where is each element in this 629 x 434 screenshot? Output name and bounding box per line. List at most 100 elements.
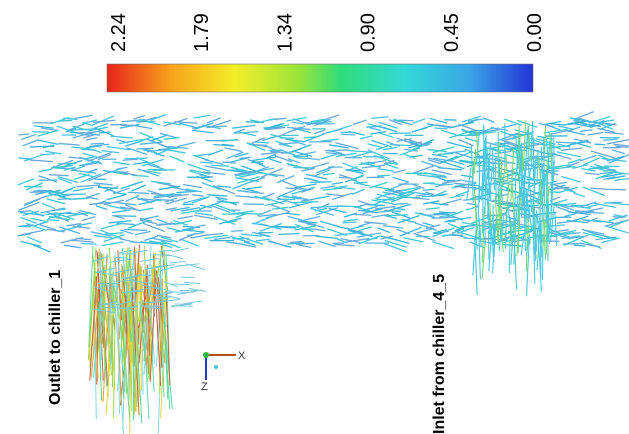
vector-arrow	[342, 162, 366, 173]
vector-arrow	[583, 157, 600, 166]
vector-arrow	[588, 123, 601, 128]
vector-arrow	[483, 117, 495, 123]
vector-arrow	[121, 248, 132, 343]
vector-arrow	[165, 291, 171, 386]
vector-arrow	[412, 144, 426, 151]
colorbar-label: 0.90	[358, 13, 380, 52]
vector-arrow	[540, 190, 544, 244]
vector-arrow	[422, 200, 440, 205]
vector-arrow	[599, 171, 615, 175]
vector-arrow	[77, 211, 89, 217]
vector-arrow	[294, 183, 317, 189]
vector-arrow	[134, 230, 151, 236]
vector-arrow	[489, 166, 493, 199]
vector-arrow	[354, 182, 371, 187]
vector-arrow	[479, 131, 497, 135]
vector-arrow	[113, 291, 117, 418]
vector-arrow	[336, 226, 349, 230]
vector-arrow	[297, 220, 318, 224]
vector-arrow	[140, 293, 144, 395]
vector-arrow	[155, 264, 176, 268]
vector-arrow	[136, 147, 154, 150]
vector-arrow	[345, 238, 370, 243]
vector-arrow	[102, 241, 124, 247]
vector-arrow	[538, 206, 541, 238]
vector-arrow	[90, 148, 102, 154]
vector-arrow	[256, 167, 275, 172]
vector-arrow	[101, 149, 120, 154]
vector-arrow	[392, 176, 410, 183]
vector-arrow	[259, 222, 283, 232]
vector-arrow	[458, 123, 477, 132]
vector-arrow	[407, 191, 430, 196]
vector-arrow	[572, 164, 589, 169]
vector-arrow	[564, 212, 577, 217]
vector-arrow	[579, 129, 593, 133]
vector-arrow	[116, 283, 121, 415]
vector-arrow	[325, 193, 345, 197]
vector-arrow	[17, 210, 32, 213]
vector-arrow	[123, 278, 131, 375]
vector-arrow	[291, 144, 312, 153]
vector-arrow	[239, 156, 251, 160]
vector-arrow	[37, 129, 59, 137]
vector-arrow	[88, 201, 111, 206]
vector-arrow	[522, 120, 527, 170]
vector-arrow	[88, 171, 111, 182]
vector-arrow	[371, 116, 389, 119]
vector-arrow	[412, 197, 430, 201]
vector-arrow	[601, 158, 627, 162]
vector-arrow	[446, 216, 472, 222]
vector-arrow	[270, 133, 294, 141]
vector-arrow	[56, 125, 78, 134]
vector-arrow	[494, 158, 497, 203]
vector-arrow	[369, 181, 388, 189]
vector-arrow	[389, 181, 409, 190]
vector-arrow	[551, 229, 569, 233]
vector-arrow	[305, 173, 328, 180]
vector-arrow	[24, 154, 43, 162]
vector-arrow	[183, 281, 201, 285]
vector-arrow	[561, 175, 581, 183]
vector-arrow	[397, 215, 420, 224]
vector-arrow	[109, 168, 122, 174]
vector-arrow	[240, 233, 262, 237]
vector-arrow	[41, 127, 58, 132]
vector-arrow	[432, 241, 454, 250]
vector-arrow	[48, 189, 62, 194]
vector-arrow	[427, 159, 441, 165]
vector-arrow	[188, 170, 207, 177]
vector-arrow	[277, 126, 301, 138]
vector-arrow	[20, 217, 37, 224]
vector-arrow	[174, 121, 198, 124]
vector-arrow	[65, 212, 80, 215]
vector-arrow	[587, 131, 604, 136]
vector-arrow	[19, 211, 45, 216]
vector-arrow	[403, 148, 418, 152]
vector-arrow	[31, 217, 49, 223]
vector-arrow	[37, 139, 59, 145]
vector-arrow	[544, 123, 560, 131]
vector-arrow	[255, 238, 270, 242]
vector-arrow	[351, 178, 363, 185]
vector-arrow	[331, 192, 353, 200]
vector-arrow	[469, 129, 486, 133]
vector-arrow	[138, 200, 157, 206]
vector-arrow	[163, 281, 179, 288]
vector-arrow	[514, 172, 517, 222]
vector-arrow	[377, 227, 391, 234]
vector-arrow	[18, 157, 32, 160]
vector-arrow	[314, 129, 326, 135]
vector-arrow	[301, 168, 315, 172]
vector-arrow	[447, 222, 467, 232]
vector-arrow	[483, 141, 504, 148]
vector-arrow	[125, 194, 140, 202]
vector-arrow	[161, 297, 173, 410]
vector-arrow	[294, 150, 313, 157]
vector-arrow	[613, 214, 627, 218]
vector-arrow	[207, 194, 228, 197]
vector-arrow	[369, 160, 387, 164]
vector-arrow	[120, 269, 128, 394]
vector-arrow	[343, 218, 359, 222]
vector-arrow	[226, 220, 238, 224]
